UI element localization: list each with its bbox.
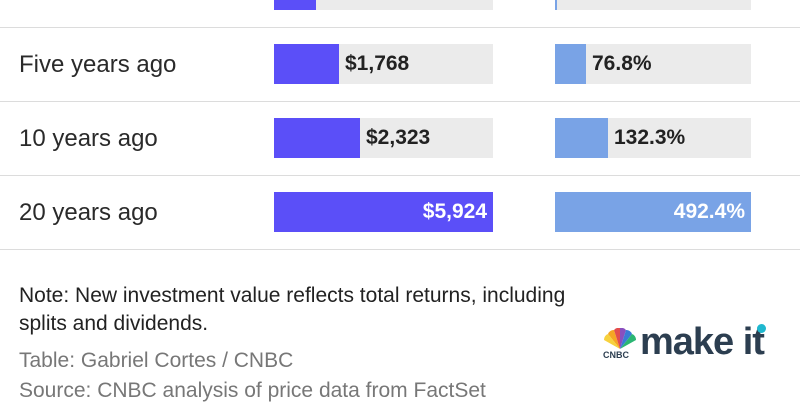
- return-bar-track: 132.3%: [555, 118, 751, 158]
- return-label: 76.8%: [592, 52, 652, 75]
- return-label: 132.3%: [614, 126, 686, 149]
- return-bar: [555, 0, 557, 10]
- return-bar-track: 76.8%: [555, 44, 751, 84]
- return-bar: [555, 118, 608, 158]
- value-label: $1,768: [345, 52, 410, 75]
- logo-dot-icon: [757, 324, 766, 333]
- cnbc-wordmark: CNBC: [603, 350, 629, 360]
- value-bar: [274, 44, 339, 84]
- row-label: 20 years ago: [19, 199, 158, 226]
- table-row-partial: [0, 0, 800, 28]
- make-it-wordmark: make it: [640, 321, 765, 363]
- value-bar: [274, 0, 316, 10]
- return-bar: [555, 192, 751, 232]
- table-credit: Table: Gabriel Cortes / CNBC: [19, 349, 294, 372]
- return-bar-track: 492.4%: [555, 192, 751, 232]
- value-bar: [274, 118, 360, 158]
- value-label: $5,924: [422, 200, 487, 223]
- cnbc-make-it-logo: CNBC make it: [602, 321, 792, 366]
- row-label: 10 years ago: [19, 125, 158, 152]
- return-bar-track: [555, 0, 751, 10]
- footnote: Note: New investment value reflects tota…: [19, 284, 566, 335]
- return-label: 492.4%: [673, 200, 745, 223]
- value-label: $2,323: [366, 126, 431, 149]
- table-row: 20 years ago $5,924 492.4%: [0, 176, 800, 250]
- source-credit: Source: CNBC analysis of price data from…: [19, 379, 486, 402]
- value-bar-track: $2,323: [274, 118, 493, 158]
- value-bar-track: [274, 0, 493, 10]
- peacock-icon: [603, 328, 637, 349]
- value-bar-track: $1,768: [274, 44, 493, 84]
- investment-table: Five years ago $1,768 76.8% 10 years ago…: [0, 0, 800, 250]
- value-bar: [274, 192, 493, 232]
- value-bar-track: $5,924: [274, 192, 493, 232]
- table-row: Five years ago $1,768 76.8%: [0, 28, 800, 102]
- return-bar: [555, 44, 586, 84]
- row-label: Five years ago: [19, 51, 177, 78]
- table-row: 10 years ago $2,323 132.3%: [0, 102, 800, 176]
